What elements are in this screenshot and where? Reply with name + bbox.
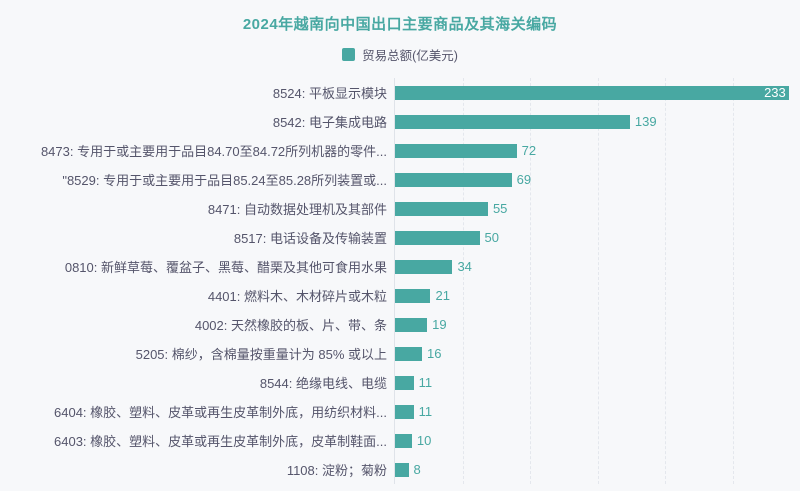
chart-row: 4401: 燃料木、木材碎片或木粒 21 bbox=[0, 281, 800, 310]
value-label: 16 bbox=[427, 346, 442, 361]
chart-row: 8544: 绝缘电线、电缆 11 bbox=[0, 368, 800, 397]
category-label: 4002: 天然橡胶的板、片、带、条 bbox=[194, 318, 387, 333]
gridline bbox=[530, 78, 532, 484]
category-label: 8524: 平板显示模块 bbox=[272, 86, 387, 101]
chart-row: 1108: 淀粉；菊粉 8 bbox=[0, 455, 800, 484]
chart-row: 8524: 平板显示模块 233 bbox=[0, 78, 800, 107]
chart-row: "8529: 专用于或主要用于品目85.24至85.28所列装置或... 69 bbox=[0, 165, 800, 194]
chart-row: 6404: 橡胶、塑料、皮革或再生皮革制外底，用纺织材料... 11 bbox=[0, 397, 800, 426]
category-label: 4401: 燃料木、木材碎片或木粒 bbox=[207, 289, 387, 304]
bar-chart-rows: 8524: 平板显示模块 233 8542: 电子集成电路 139 8473: 专用于或… bbox=[0, 78, 800, 484]
chart-row: 8473: 专用于或主要用于品目84.70至84.72所列机器的零件... 72 bbox=[0, 136, 800, 165]
value-label: 233 bbox=[764, 85, 786, 100]
row-plot: 72 bbox=[394, 136, 800, 165]
category-label: 6404: 橡胶、塑料、皮革或再生皮革制外底，用纺织材料... bbox=[54, 405, 387, 420]
bar bbox=[395, 433, 412, 448]
bar bbox=[395, 114, 630, 129]
category-label: 8544: 绝缘电线、电缆 bbox=[259, 376, 387, 391]
row-plot: 11 bbox=[394, 397, 800, 426]
row-plot: 233 bbox=[394, 78, 800, 107]
category-label: 5205: 棉纱，含棉量按重量计为 85% 或以上 bbox=[135, 347, 387, 362]
chart-row: 0810: 新鲜草莓、覆盆子、黑莓、醋栗及其他可食用水果 34 bbox=[0, 252, 800, 281]
row-plot: 139 bbox=[394, 107, 800, 136]
bar bbox=[395, 143, 517, 158]
category-label: 1108: 淀粉；菊粉 bbox=[286, 463, 387, 478]
category-label: 0810: 新鲜草莓、覆盆子、黑莓、醋栗及其他可食用水果 bbox=[64, 260, 387, 275]
bar bbox=[395, 346, 423, 361]
gridline bbox=[733, 78, 734, 484]
chart-row: 5205: 棉纱，含棉量按重量计为 85% 或以上 16 bbox=[0, 339, 800, 368]
bar bbox=[395, 404, 414, 419]
chart-row: 8517: 电话设备及传输装置 50 bbox=[0, 223, 800, 252]
chart-row: 4002: 天然橡胶的板、片、带、条 19 bbox=[0, 310, 800, 339]
legend-label: 贸易总额(亿美元) bbox=[362, 49, 458, 63]
row-plot: 21 bbox=[394, 281, 800, 310]
category-label: 6403: 橡胶、塑料、皮革或再生皮革制外底，皮革制鞋面... bbox=[54, 434, 387, 449]
legend: 贸易总额(亿美元) bbox=[0, 45, 800, 64]
category-label: "8529: 专用于或主要用于品目85.24至85.28所列装置或... bbox=[62, 173, 387, 188]
value-label: 19 bbox=[432, 317, 447, 332]
row-plot: 8 bbox=[394, 455, 800, 484]
value-label: 69 bbox=[516, 172, 532, 187]
legend-swatch-icon bbox=[342, 48, 356, 61]
bar bbox=[395, 259, 453, 274]
gridline bbox=[462, 78, 464, 484]
value-label: 11 bbox=[418, 404, 433, 419]
chart-row: 6403: 橡胶、塑料、皮革或再生皮革制外底，皮革制鞋面... 10 bbox=[0, 426, 800, 455]
value-label: 50 bbox=[484, 230, 499, 245]
row-plot: 19 bbox=[394, 310, 800, 339]
row-plot: 50 bbox=[394, 223, 800, 252]
value-label: 11 bbox=[418, 375, 433, 390]
category-label: 8517: 电话设备及传输装置 bbox=[233, 231, 387, 246]
value-label: 8 bbox=[413, 462, 421, 477]
category-label: 8542: 电子集成电路 bbox=[272, 115, 387, 130]
gridline bbox=[665, 78, 667, 484]
value-label: 34 bbox=[457, 259, 472, 274]
row-plot: 34 bbox=[394, 252, 800, 281]
chart-title: 2024年越南向中国出口主要商品及其海关编码 bbox=[242, 16, 558, 33]
bar bbox=[395, 317, 428, 332]
value-label: 21 bbox=[435, 288, 450, 303]
value-label: 72 bbox=[521, 143, 537, 158]
value-label: 10 bbox=[416, 433, 432, 448]
bar bbox=[395, 288, 431, 303]
row-plot: 11 bbox=[394, 368, 800, 397]
bar bbox=[395, 230, 480, 245]
row-plot: 69 bbox=[394, 165, 800, 194]
bar bbox=[395, 375, 414, 390]
value-label: 55 bbox=[492, 201, 508, 216]
row-plot: 55 bbox=[394, 194, 800, 223]
value-label: 139 bbox=[634, 114, 657, 129]
bar bbox=[395, 462, 409, 477]
bar: 233 bbox=[395, 85, 789, 100]
row-plot: 10 bbox=[394, 426, 800, 455]
category-label: 8471: 自动数据处理机及其部件 bbox=[207, 202, 387, 217]
grid-overlay bbox=[394, 78, 800, 484]
gridline bbox=[597, 78, 599, 484]
bar-chart: 8524: 平板显示模块 233 8542: 电子集成电路 139 8473: 专用于或… bbox=[0, 78, 800, 484]
chart-row: 8471: 自动数据处理机及其部件 55 bbox=[0, 194, 800, 223]
chart-row: 8542: 电子集成电路 139 bbox=[0, 107, 800, 136]
bar bbox=[395, 201, 488, 216]
row-plot: 16 bbox=[394, 339, 800, 368]
bar bbox=[395, 172, 512, 187]
category-label: 8473: 专用于或主要用于品目84.70至84.72所列机器的零件... bbox=[40, 144, 387, 159]
